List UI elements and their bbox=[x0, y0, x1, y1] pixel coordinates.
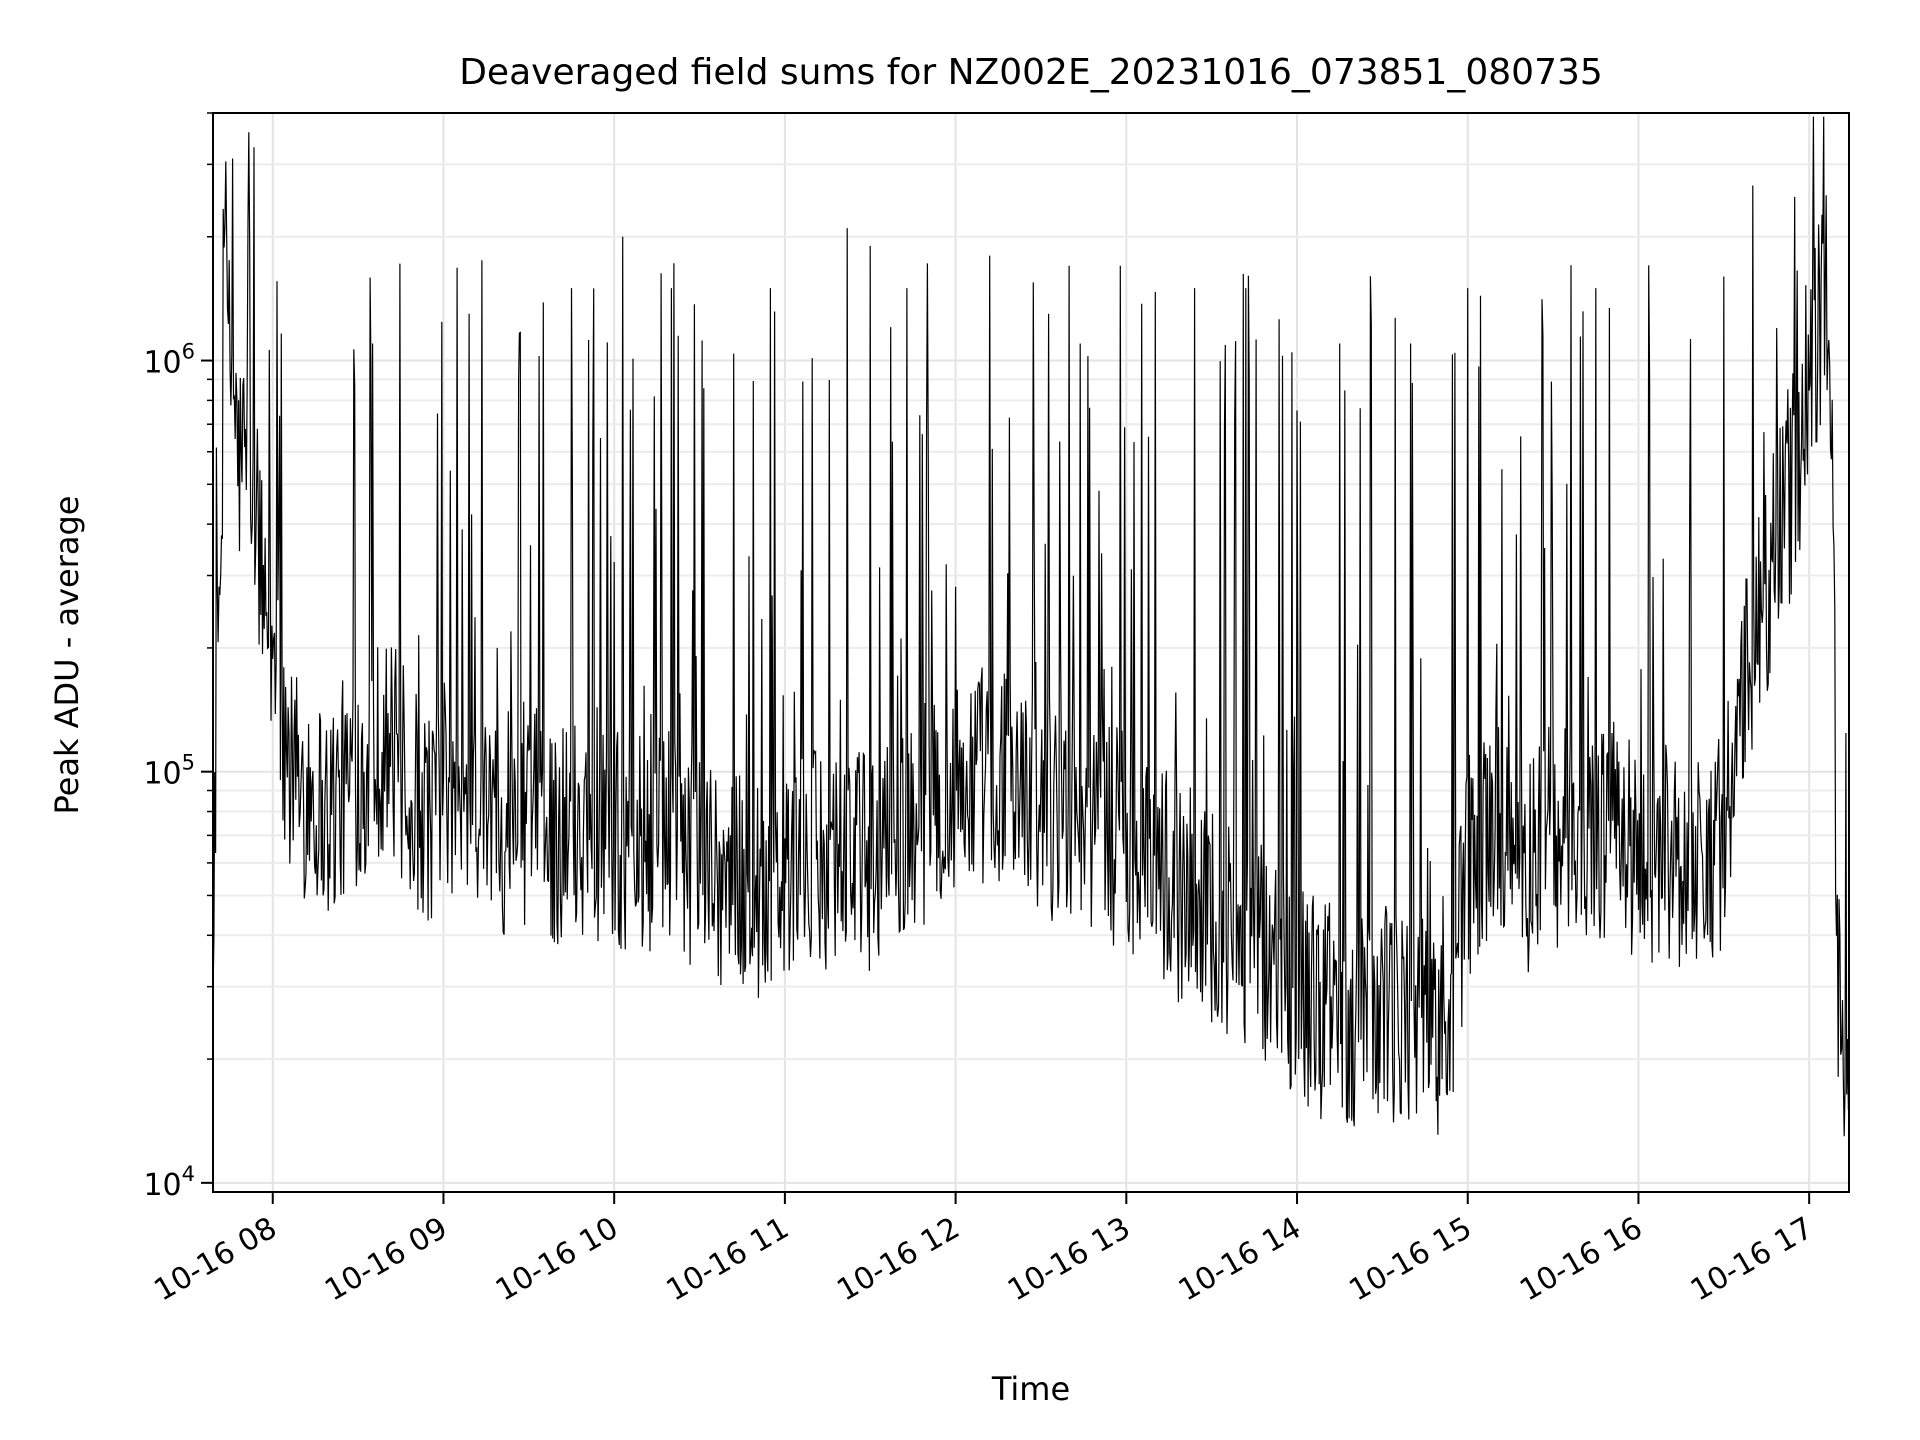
y-tick-label: 105 bbox=[143, 751, 195, 792]
y-tick-label: 106 bbox=[143, 340, 195, 381]
series-line bbox=[212, 116, 1849, 1137]
y-axis-title: Peak ADU - average bbox=[48, 496, 86, 815]
series-group bbox=[212, 116, 1849, 1137]
gridlines bbox=[213, 112, 1849, 1192]
chart-title: Deaveraged field sums for NZ002E_2023101… bbox=[459, 52, 1603, 93]
y-tick-label: 104 bbox=[143, 1162, 195, 1203]
y-axis: 104 105 106 bbox=[143, 112, 213, 1203]
x-axis-title: Time bbox=[991, 1370, 1070, 1408]
plot-frame bbox=[212, 112, 1850, 1193]
